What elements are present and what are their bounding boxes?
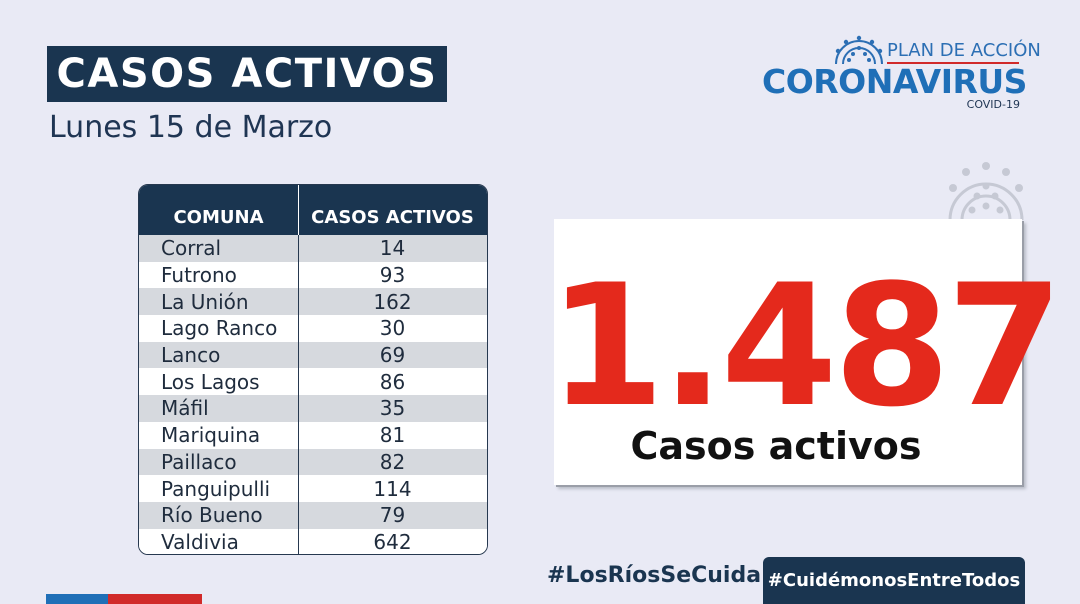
- flag-bar-blue: [46, 594, 108, 604]
- table-row: Máfil 35: [139, 395, 487, 422]
- table-row: Corral 14: [139, 235, 487, 262]
- casos-cell: 30: [379, 316, 406, 341]
- comuna-cell: La Unión: [139, 288, 299, 316]
- comuna-cell: Lanco: [139, 341, 299, 369]
- casos-cell: 114: [373, 476, 412, 501]
- comuna-cell: Futrono: [139, 261, 299, 289]
- hashtag-cuidemonos: #CuidémonosEntreTodos: [763, 557, 1025, 604]
- table-row: Lago Ranco 30: [139, 315, 487, 342]
- header-comuna: COMUNA: [139, 185, 299, 235]
- total-label: Casos activos: [630, 424, 922, 468]
- table-body: Corral 14 Futrono 93 La Unión 162 Lago Ranc…: [139, 235, 487, 554]
- table-row: Lanco 69: [139, 341, 487, 369]
- table-row: La Unión 162: [139, 288, 487, 316]
- logo-sub: COVID-19: [966, 98, 1020, 111]
- casos-cell: 69: [379, 343, 406, 368]
- date-subtitle: Lunes 15 de Marzo: [49, 110, 333, 145]
- casos-cell: 35: [379, 396, 406, 421]
- logo-underline: [887, 62, 1019, 64]
- table-row: Los Lagos 86: [139, 368, 487, 396]
- casos-cell: 81: [379, 423, 406, 448]
- table-row: Valdivia 642: [139, 528, 487, 554]
- comuna-cell: Corral: [139, 235, 299, 262]
- cases-table: COMUNA CASOS ACTIVOS Corral 14 Futrono 93 …: [138, 184, 488, 555]
- comuna-cell: Lago Ranco: [139, 315, 299, 342]
- comuna-cell: Máfil: [139, 395, 299, 422]
- logo-name: CORONAVIRUS: [762, 62, 1027, 101]
- table-row: Paillaco 82: [139, 448, 487, 476]
- table-row: Río Bueno 79: [139, 501, 487, 529]
- virus-icon: [948, 162, 1024, 220]
- hashtag-cuidemonos-text: #CuidémonosEntreTodos: [767, 570, 1021, 591]
- comuna-cell: Panguipulli: [139, 475, 299, 502]
- comuna-cell: Río Bueno: [139, 501, 299, 529]
- comuna-cell: Los Lagos: [139, 368, 299, 396]
- casos-cell: 86: [379, 369, 406, 394]
- comuna-cell: Mariquina: [139, 421, 299, 449]
- casos-cell: 14: [379, 236, 406, 261]
- total-number: 1.487: [548, 248, 1063, 444]
- comuna-cell: Paillaco: [139, 448, 299, 476]
- table-row: Mariquina 81: [139, 421, 487, 449]
- table-row: Futrono 93: [139, 261, 487, 289]
- table-header: COMUNA CASOS ACTIVOS: [139, 185, 487, 235]
- title-banner: CASOS ACTIVOS: [47, 46, 447, 102]
- page-title: CASOS ACTIVOS: [56, 51, 438, 97]
- comuna-cell: Valdivia: [139, 528, 299, 554]
- casos-cell: 93: [379, 263, 406, 288]
- flag-bar-red: [108, 594, 202, 604]
- table-row: Panguipulli 114: [139, 475, 487, 502]
- total-card: [554, 219, 1022, 485]
- header-casos: CASOS ACTIVOS: [311, 207, 474, 228]
- logo-plan-text: PLAN DE ACCIÓN: [887, 40, 1041, 61]
- coronavirus-logo: PLAN DE ACCIÓN CORONAVIRUS COVID-19: [760, 34, 1041, 114]
- casos-cell: 82: [379, 449, 406, 474]
- casos-cell: 79: [379, 503, 406, 528]
- virus-icon: [835, 35, 883, 64]
- hashtag-losrios: #LosRíosSeCuida: [547, 563, 762, 588]
- casos-cell: 162: [373, 289, 412, 314]
- casos-cell: 642: [373, 529, 412, 554]
